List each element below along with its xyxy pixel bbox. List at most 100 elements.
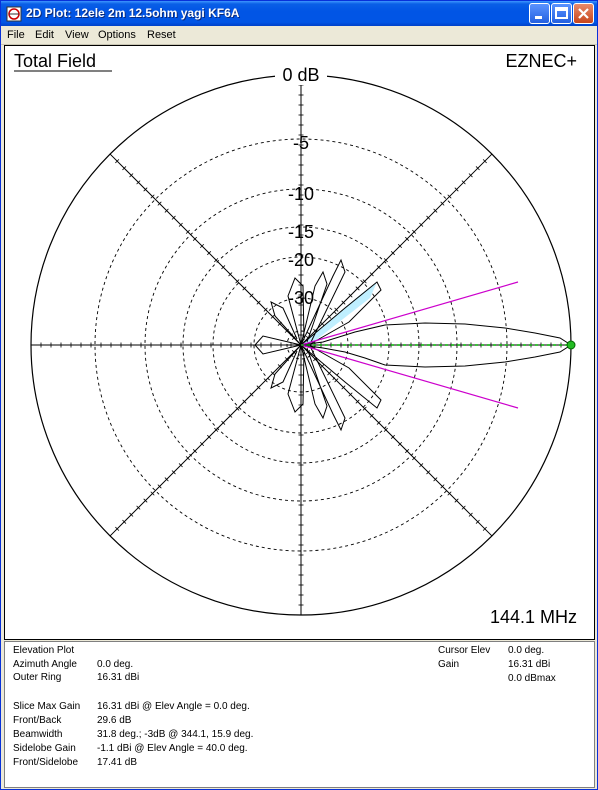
grid-tick (214, 427, 219, 432)
grid-tick (143, 498, 148, 503)
grid-tick (362, 406, 367, 411)
menu-reset[interactable]: Reset (147, 29, 176, 41)
sidelobe-gain-label: Sidelobe Gain (13, 743, 76, 754)
grid-tick (412, 456, 417, 461)
grid-tick (242, 399, 247, 404)
grid-tick (150, 491, 155, 496)
azimuth-angle-value: 0.0 deg. (97, 659, 134, 670)
grid-tick (221, 420, 226, 425)
grid-tick (263, 307, 268, 312)
grid-tick (419, 463, 424, 468)
grid-tick (284, 328, 289, 333)
grid-tick (475, 519, 480, 524)
brand-label: EZNEC+ (505, 51, 577, 71)
grid-tick (263, 378, 268, 383)
grid-tick (115, 159, 120, 164)
menu-bar: File Edit View Options Reset (1, 26, 597, 45)
grid-tick (390, 434, 395, 439)
grid-tick (397, 243, 403, 249)
frequency-label: 144.1 MHz (490, 607, 577, 627)
grid-tick (235, 279, 240, 284)
cursor-gain-label: Gain (438, 659, 460, 670)
grid-tick (341, 300, 346, 305)
grid-tick (355, 286, 360, 291)
grid-tick (475, 166, 480, 171)
grid-tick (348, 293, 353, 298)
grid-tick (447, 491, 452, 496)
cursor-elev-value: 0.0 deg. (508, 645, 545, 656)
grid-tick (122, 166, 127, 171)
cursor-dbmax-value: 0.0 dBmax (508, 673, 556, 684)
grid-tick (164, 477, 169, 482)
grid-tick (440, 484, 445, 489)
grid-tick (291, 350, 296, 355)
ring-label-5: -5 (293, 133, 309, 153)
menu-options[interactable]: Options (98, 29, 136, 41)
grid-tick (461, 505, 466, 510)
grid-tick (249, 392, 254, 397)
polar-plot[interactable]: 0 dB -5 -10 -15 -20 -30 Total Field EZNE… (5, 46, 594, 639)
cursor-marker[interactable] (566, 340, 576, 350)
ring-label-10: -10 (288, 184, 314, 204)
grid-tick (228, 272, 233, 277)
grid-tick (369, 413, 374, 418)
grid-tick (433, 208, 438, 213)
grid-tick (199, 441, 205, 447)
grid-tick (426, 470, 431, 475)
cursor-elev-label: Cursor Elev (438, 645, 491, 656)
front-back-value: 29.6 dB (97, 715, 132, 726)
minimize-button[interactable] (529, 3, 550, 24)
close-button[interactable] (573, 3, 594, 24)
grid-tick (157, 484, 162, 489)
outer-ring-value: 16.31 dBi (97, 672, 140, 683)
info-panel: Elevation Plot Azimuth Angle 0.0 deg. Ou… (4, 641, 595, 788)
grid-tick (412, 229, 417, 234)
grid-tick (136, 180, 141, 185)
grid-tick (150, 194, 155, 199)
outer-ring-label: Outer Ring (13, 672, 62, 683)
plot-type: Elevation Plot (13, 645, 75, 656)
grid-tick (171, 215, 176, 220)
grid-tick (405, 236, 410, 241)
maximize-icon (555, 7, 568, 19)
ring-label-0db: 0 dB (282, 65, 319, 85)
grid-tick (447, 194, 452, 199)
grid-tick (376, 265, 381, 270)
grid-tick (129, 173, 134, 178)
ring-label-15: -15 (288, 222, 314, 242)
menu-view[interactable]: View (65, 29, 89, 41)
app-icon (6, 6, 22, 22)
ring-label-20: -20 (288, 250, 314, 270)
maximize-button[interactable] (551, 3, 572, 24)
grid-tick (369, 272, 374, 277)
sidelobe-gain-value: -1.1 dBi @ Elev Angle = 40.0 deg. (97, 743, 248, 754)
grid-tick (334, 378, 339, 383)
grid-tick (256, 300, 261, 305)
grid-tick (270, 371, 275, 376)
grid-tick (291, 335, 296, 340)
beamwidth-line-lower (300, 344, 519, 409)
polar-plot-area[interactable]: 0 dB -5 -10 -15 -20 -30 Total Field EZNE… (4, 45, 595, 640)
menu-file[interactable]: File (7, 29, 25, 41)
grid-tick (136, 505, 141, 510)
grid-tick (320, 364, 325, 369)
minimize-icon (535, 16, 542, 19)
grid-tick (468, 173, 473, 178)
ring-label-30: -30 (288, 288, 314, 308)
slice-max-gain-label: Slice Max Gain (13, 701, 81, 712)
menu-edit[interactable]: Edit (35, 29, 54, 41)
grid-tick (157, 201, 162, 206)
grid-tick (242, 286, 247, 291)
title-bar[interactable]: 2D Plot: 12ele 2m 12.5ohm yagi KF6A (1, 1, 597, 26)
grid-tick (207, 251, 212, 256)
beamwidth-line-upper (300, 281, 519, 346)
azimuth-angle-label: Azimuth Angle (13, 659, 77, 670)
grid-tick (390, 251, 395, 256)
field-label: Total Field (14, 51, 96, 71)
grid-tick (129, 512, 134, 517)
grid-tick (199, 243, 205, 249)
grid-tick (185, 456, 190, 461)
grid-tick (426, 215, 431, 220)
grid-tick (454, 187, 459, 192)
